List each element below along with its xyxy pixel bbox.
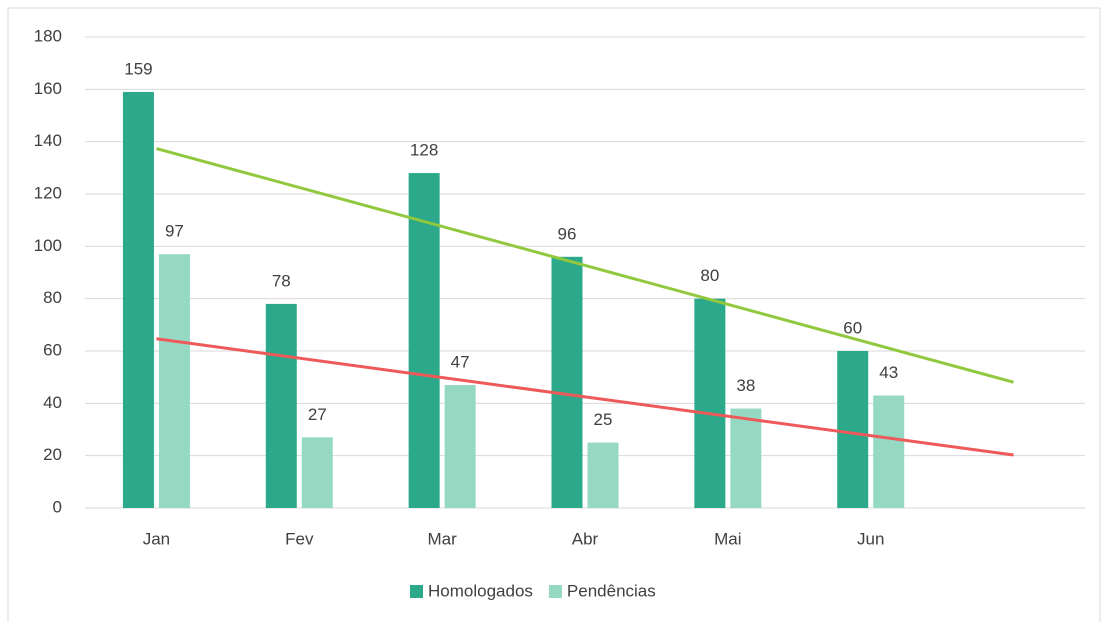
x-tick-label: Jun: [857, 529, 884, 548]
bar: [873, 395, 905, 508]
y-tick-label: 180: [34, 26, 62, 45]
y-tick-label: 0: [53, 497, 62, 516]
bar: [158, 254, 190, 508]
bar: [694, 298, 726, 508]
y-tick-label: 20: [43, 445, 62, 464]
legend-swatch: [548, 585, 562, 598]
y-tick-label: 60: [43, 340, 62, 359]
data-label: 25: [594, 410, 613, 429]
x-tick-label: Mai: [714, 529, 741, 548]
bar: [301, 437, 333, 508]
legend-label: Homologados: [428, 581, 533, 600]
data-label: 27: [308, 405, 327, 424]
data-label: 159: [124, 59, 152, 78]
trendline: [156, 147, 1014, 384]
data-label: 43: [879, 363, 898, 382]
bar: [730, 408, 762, 508]
y-tick-label: 100: [34, 236, 62, 255]
x-tick-label: Fev: [285, 529, 314, 548]
y-tick-label: 40: [43, 393, 62, 412]
legend-swatch: [410, 585, 423, 598]
bar: [122, 91, 154, 508]
data-label: 78: [272, 271, 291, 290]
bar: [265, 303, 297, 508]
data-label: 47: [451, 353, 470, 372]
data-label: 96: [558, 224, 577, 243]
bar: [551, 256, 583, 508]
y-tick-label: 140: [34, 131, 62, 150]
y-tick-label: 80: [43, 288, 62, 307]
bar: [837, 351, 869, 508]
data-label: 38: [736, 376, 755, 395]
bar: [444, 385, 476, 508]
data-label: 128: [410, 141, 438, 160]
bar: [587, 442, 619, 508]
x-tick-label: Mar: [428, 529, 458, 548]
legend-label: Pendências: [567, 581, 656, 600]
x-tick-label: Abr: [572, 529, 599, 548]
y-tick-label: 160: [34, 79, 62, 98]
data-label: 80: [700, 266, 719, 285]
data-label: 60: [843, 318, 862, 337]
trendline: [156, 337, 1014, 457]
x-tick-label: Jan: [143, 529, 170, 548]
data-label: 97: [165, 222, 184, 241]
bar: [408, 173, 440, 509]
y-tick-label: 120: [34, 183, 62, 202]
